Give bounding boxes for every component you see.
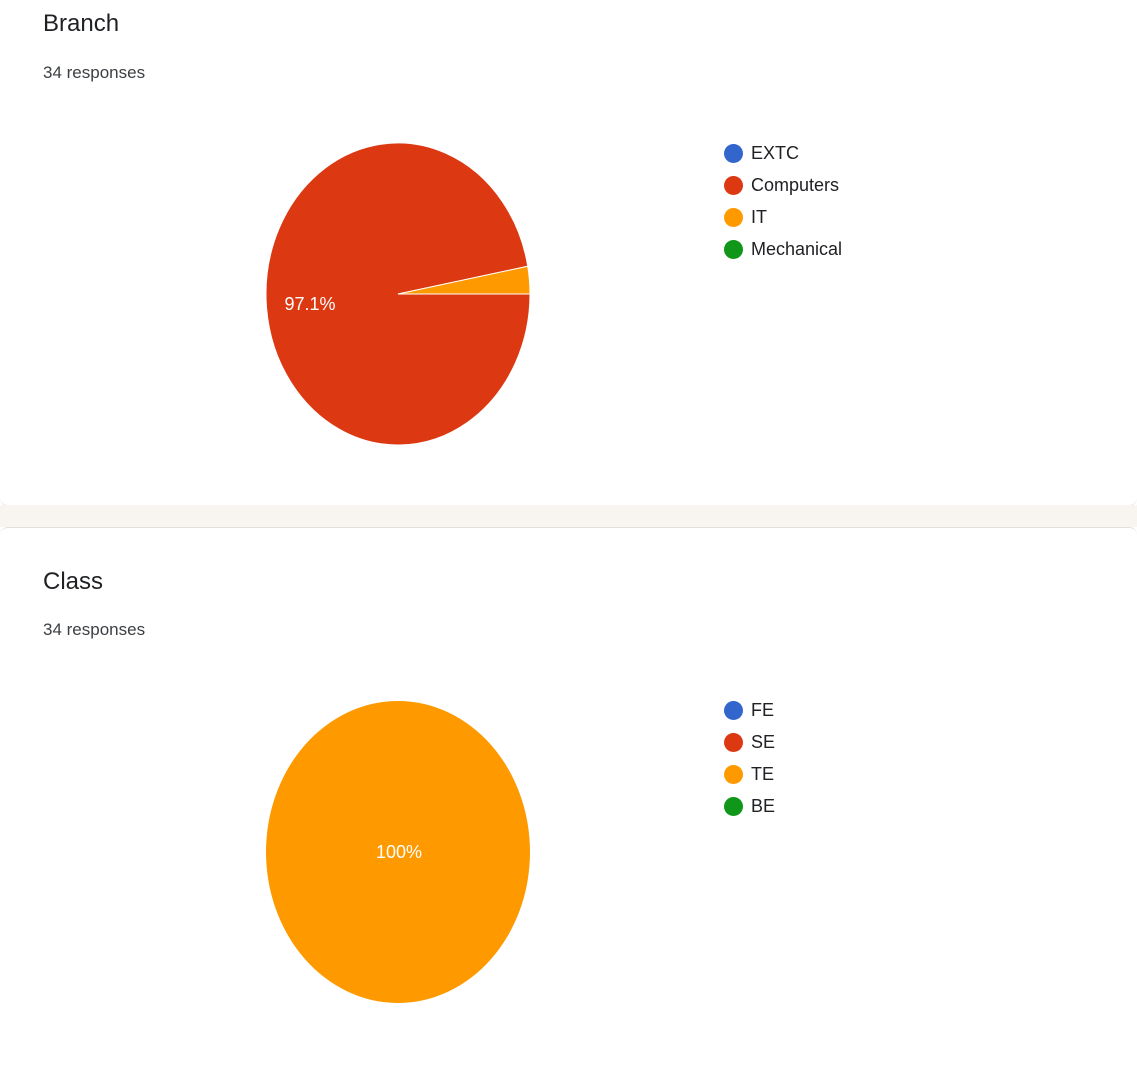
legend-label: TE (751, 763, 775, 784)
legend-item-mechanical[interactable]: Mechanical (724, 233, 842, 265)
branch-question-card: Branch 34 responses 97.1% EXTC Computers I… (0, 0, 1137, 506)
class-legend: FE SE TE BE (724, 694, 775, 822)
class-response-count: 34 responses (43, 620, 146, 639)
legend-swatch-icon (724, 700, 743, 720)
legend-label: SE (751, 731, 776, 752)
pie-slice-it[interactable] (397, 265, 531, 295)
card-separator (0, 505, 1137, 527)
class-question-card: Class 34 responses 100% FE SE TE BE (0, 527, 1137, 1069)
legend-swatch-icon (724, 239, 743, 259)
pie-data-label: 100% (376, 842, 422, 862)
legend-swatch-icon (724, 207, 743, 227)
legend-swatch-icon (724, 796, 743, 816)
legend-swatch-icon (724, 732, 743, 752)
legend-item-be[interactable]: BE (724, 790, 775, 822)
legend-label: BE (751, 795, 776, 816)
legend-item-extc[interactable]: EXTC (724, 137, 842, 169)
legend-item-te[interactable]: TE (724, 758, 775, 790)
legend-swatch-icon (724, 143, 743, 163)
legend-item-se[interactable]: SE (724, 726, 775, 758)
pie-data-label: 97.1% (284, 294, 335, 314)
legend-swatch-icon (724, 175, 743, 195)
class-chart-title: Class (43, 568, 104, 595)
legend-label: FE (751, 699, 775, 720)
legend-item-fe[interactable]: FE (724, 694, 775, 726)
class-pie-chart: 100% (266, 701, 530, 1003)
pie-slice-te[interactable] (266, 701, 530, 1003)
legend-label: Computers (751, 174, 840, 195)
branch-legend: EXTC Computers IT Mechanical (724, 137, 842, 265)
branch-chart-title: Branch (43, 10, 120, 37)
legend-label: EXTC (751, 142, 800, 163)
legend-swatch-icon (724, 764, 743, 784)
legend-label: IT (751, 206, 767, 227)
legend-item-it[interactable]: IT (724, 201, 842, 233)
branch-response-count: 34 responses (43, 63, 146, 82)
branch-pie-chart: 97.1% (265, 142, 531, 446)
legend-label: Mechanical (751, 238, 843, 259)
legend-item-computers[interactable]: Computers (724, 169, 842, 201)
